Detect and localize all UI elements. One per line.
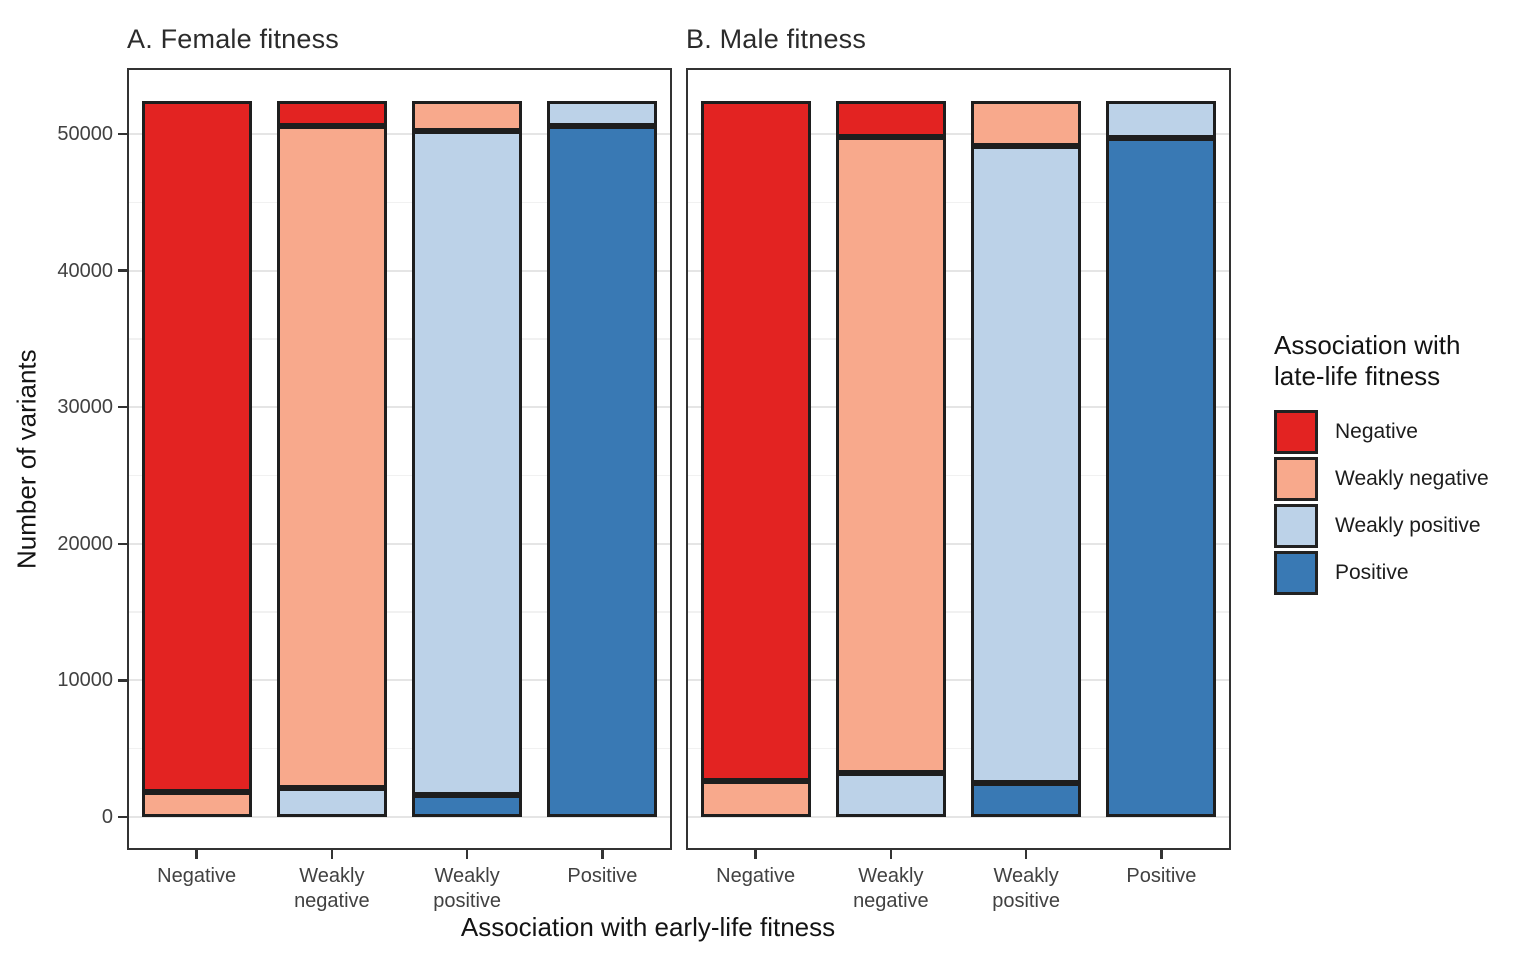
panel-a-plot-area: 0 10000 20000 30000 40000 50000 Negative Weakly… (57, 68, 672, 912)
bar-segment-weakly-negative (276, 126, 387, 789)
bar-segment-weakly-negative (412, 101, 523, 132)
legend-item: Weakly positive (1274, 504, 1489, 549)
minor-gridline (129, 338, 670, 340)
legend-item-label: Weakly negative (1335, 467, 1489, 491)
legend-items: Negative Weakly negative Weakly positive Po… (1274, 410, 1489, 596)
major-gridline (688, 133, 1229, 135)
y-tick-mark (118, 815, 127, 819)
bar-segment-weakly-positive (835, 773, 946, 817)
major-gridline (688, 542, 1229, 545)
legend: Association with late-life fitness Negat… (1274, 330, 1489, 596)
legend-swatch (1274, 457, 1318, 502)
bar-segment-weakly-negative (700, 781, 811, 817)
panel-b-title: B. Male fitness (686, 24, 867, 54)
legend-swatch (1274, 551, 1318, 596)
major-gridline (688, 816, 1229, 818)
major-gridline (129, 542, 670, 545)
bar-segment-negative (700, 101, 811, 782)
bar-segment-weakly-positive (547, 101, 658, 126)
x-tick-mark (889, 850, 893, 859)
x-tick-label: Weakly negative (853, 865, 929, 912)
x-tick-label: Weakly negative (294, 865, 370, 912)
x-tick-mark (195, 850, 198, 859)
x-tick-mark (465, 850, 469, 859)
y-tick-label: 30000 (57, 396, 113, 419)
x-tick-label: Weakly positive (433, 865, 502, 912)
x-axis-title: Association with early-life fitness (460, 912, 836, 942)
x-tick-label: Negative (716, 865, 796, 887)
legend-item-label: Weakly positive (1335, 514, 1481, 538)
x-tick-mark (1160, 850, 1163, 859)
y-tick-label: 10000 (57, 669, 113, 692)
x-tick-label: Negative (157, 865, 237, 887)
legend-swatch (1274, 504, 1318, 549)
y-tick-mark (118, 679, 127, 682)
minor-gridline (688, 747, 1229, 750)
legend-item-label: Positive (1335, 561, 1409, 585)
bar-segment-negative (835, 101, 946, 138)
major-gridline (129, 406, 670, 409)
bar-segment-weakly-positive (276, 788, 387, 817)
panel-b-plot-area: Negative Weakly negative Weakly positive Po… (686, 68, 1231, 912)
legend-item: Negative (1274, 410, 1489, 455)
minor-gridline (688, 338, 1229, 340)
minor-gridline (129, 201, 670, 204)
minor-gridline (129, 474, 670, 477)
legend-item: Weakly negative (1274, 457, 1489, 502)
y-tick-label: 0 (101, 806, 113, 828)
y-tick-mark (118, 132, 127, 136)
legend-item-label: Negative (1335, 420, 1418, 444)
x-tick-label: Positive (567, 865, 638, 887)
major-gridline (129, 679, 670, 682)
y-tick-mark (118, 542, 127, 546)
x-tick-mark (330, 850, 334, 859)
minor-gridline (688, 474, 1229, 477)
major-gridline (129, 269, 670, 272)
minor-gridline (688, 611, 1229, 613)
bar-segment-positive (412, 795, 523, 817)
bar-segment-weakly-negative (971, 101, 1082, 147)
major-gridline (129, 133, 670, 135)
bar-segment-positive (971, 782, 1082, 817)
bar-segment-negative (141, 101, 252, 793)
x-tick-label: Weakly positive (992, 865, 1061, 912)
minor-gridline (688, 201, 1229, 204)
x-tick-mark (1024, 850, 1028, 859)
x-tick-mark (601, 850, 604, 859)
legend-item: Positive (1274, 551, 1489, 596)
x-tick-mark (754, 850, 757, 859)
major-gridline (688, 269, 1229, 272)
bar-segment-positive (547, 125, 658, 817)
y-tick-label: 40000 (57, 259, 113, 282)
bar-segment-weakly-negative (835, 137, 946, 774)
panel-a-title: A. Female fitness (127, 24, 339, 54)
bar-segment-weakly-positive (412, 131, 523, 796)
y-tick-mark (118, 269, 127, 272)
legend-swatch (1274, 410, 1318, 455)
bar-segment-weakly-positive (971, 146, 1082, 783)
major-gridline (129, 816, 670, 818)
y-tick-label: 50000 (57, 123, 113, 145)
minor-gridline (129, 747, 670, 750)
legend-title: Association with late-life fitness (1274, 330, 1461, 392)
major-gridline (688, 406, 1229, 409)
bar-segment-weakly-positive (1106, 101, 1217, 139)
y-tick-mark (118, 405, 127, 409)
bar-segment-weakly-negative (141, 792, 252, 817)
y-tick-label: 20000 (57, 532, 113, 555)
x-tick-label: Positive (1126, 865, 1197, 887)
minor-gridline (129, 611, 670, 613)
major-gridline (688, 679, 1229, 682)
bar-segment-positive (1106, 138, 1217, 817)
y-axis-title: Number of variants (11, 349, 42, 569)
bar-segment-negative (276, 101, 387, 127)
